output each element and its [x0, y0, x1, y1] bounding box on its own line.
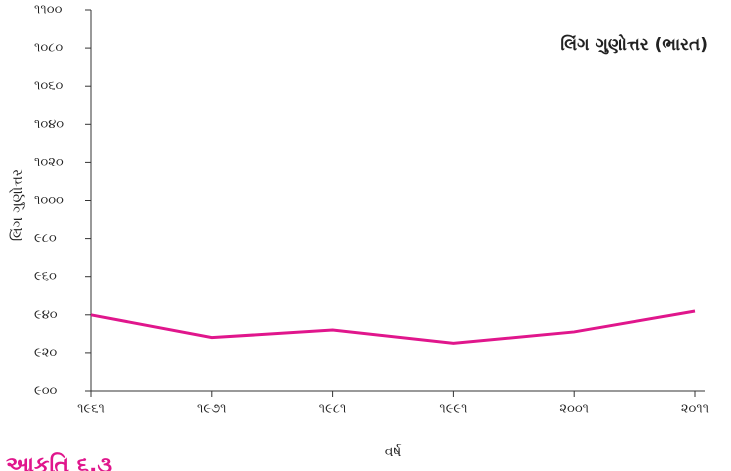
- y-tick-label: ૧૦૬૦: [34, 79, 63, 94]
- x-tick-label: ૧૯૭૧: [197, 402, 226, 417]
- x-axis-label: વર્ષ: [385, 443, 402, 460]
- y-tick-label: ૯૦૦: [34, 384, 58, 399]
- y-tick-label: ૯૮૦: [34, 231, 57, 246]
- y-axis-label: લિંગ ગુણોત્તર: [9, 169, 26, 241]
- y-tick-label: ૧૧૦૦: [34, 3, 63, 18]
- chart-title: લિંગ ગુણોત્તર (ભારત): [560, 33, 708, 55]
- x-tick-label: ૨૦૧૧: [681, 402, 709, 417]
- y-tick-label: ૧૦૪૦: [34, 117, 64, 132]
- y-tick-label: ૧૦૨૦: [34, 155, 64, 170]
- x-tick-label: ૨૦૦૧: [559, 402, 589, 417]
- data-line: [90, 309, 696, 345]
- figure-caption: આકૃતિ ૬.૩: [6, 452, 112, 471]
- x-tick-label: ૧૯૮૧: [319, 402, 347, 417]
- x-tick-label: ૧૯૯૧: [439, 402, 467, 417]
- y-tick-label: ૯૨૦: [34, 345, 57, 360]
- y-tick-label: ૯૬૦: [34, 269, 57, 284]
- y-tick-label: ૧૦૦૦: [34, 193, 64, 208]
- y-tick-label: ૧૦૮૦: [34, 41, 63, 56]
- y-tick-label: ૯૪૦: [34, 307, 58, 322]
- x-tick-label: ૧૯૬૧: [77, 402, 105, 417]
